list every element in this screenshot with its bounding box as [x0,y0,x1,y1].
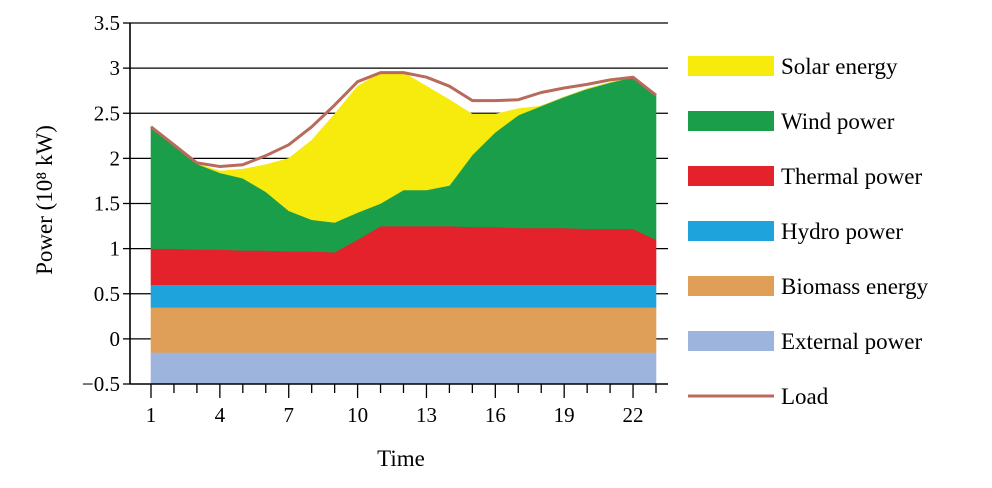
legend-label-load: Load [781,384,829,409]
x-tick-label-2: 7 [283,403,294,427]
legend-label-biomass-energy: Biomass energy [781,274,929,299]
x-axis-title: Time [377,446,425,471]
x-tick-label-0: 1 [146,403,157,427]
load-line-path [150,71,657,168]
legend-swatch-hydro-power [688,221,774,241]
x-tick-label-6: 19 [554,403,575,427]
x-tick-label-1: 4 [215,403,226,427]
y-tick-label-0: −0.5 [82,372,120,396]
legend-swatch-biomass-energy [688,276,774,296]
legend-swatch-thermal-power [688,166,774,186]
legend-swatch-external-power [688,331,774,351]
y-tick-label-1: 0 [110,327,121,351]
y-tick-label-3: 1 [110,237,121,261]
y-tick-label-8: 3.5 [94,11,120,35]
legend-swatch-solar-energy [688,56,774,76]
legend-label-solar-energy: Solar energy [781,54,898,79]
x-tick-label-5: 16 [485,403,506,427]
legend: Solar energy Wind power Thermal power Hydro… [688,54,929,409]
legend-label-external-power: External power [781,329,922,354]
y-tick-label-7: 3 [110,56,121,80]
area-series [150,72,657,385]
area-external-power [150,352,657,385]
area-hydro-power [150,284,657,308]
y-tick-label-2: 0.5 [94,282,120,306]
y-tick-label-4: 1.5 [94,192,120,216]
legend-label-wind-power: Wind power [781,109,895,134]
legend-label-hydro-power: Hydro power [781,219,903,244]
y-tick-label-6: 2.5 [94,101,120,125]
axes: −0.5 0 0.5 1 1.5 2 2.5 3 3.5 1 4 7 10 13 16 19 22 [82,11,668,427]
legend-label-thermal-power: Thermal power [781,164,922,189]
y-tick-label-5: 2 [110,146,121,170]
x-tick-label-3: 10 [347,403,368,427]
legend-swatch-wind-power [688,111,774,131]
y-axis-title: Power (10⁸ kW) [32,125,57,275]
x-tick-label-7: 22 [623,403,644,427]
x-tick-label-4: 13 [416,403,437,427]
load-line [150,71,657,168]
area-biomass-energy [150,307,657,353]
